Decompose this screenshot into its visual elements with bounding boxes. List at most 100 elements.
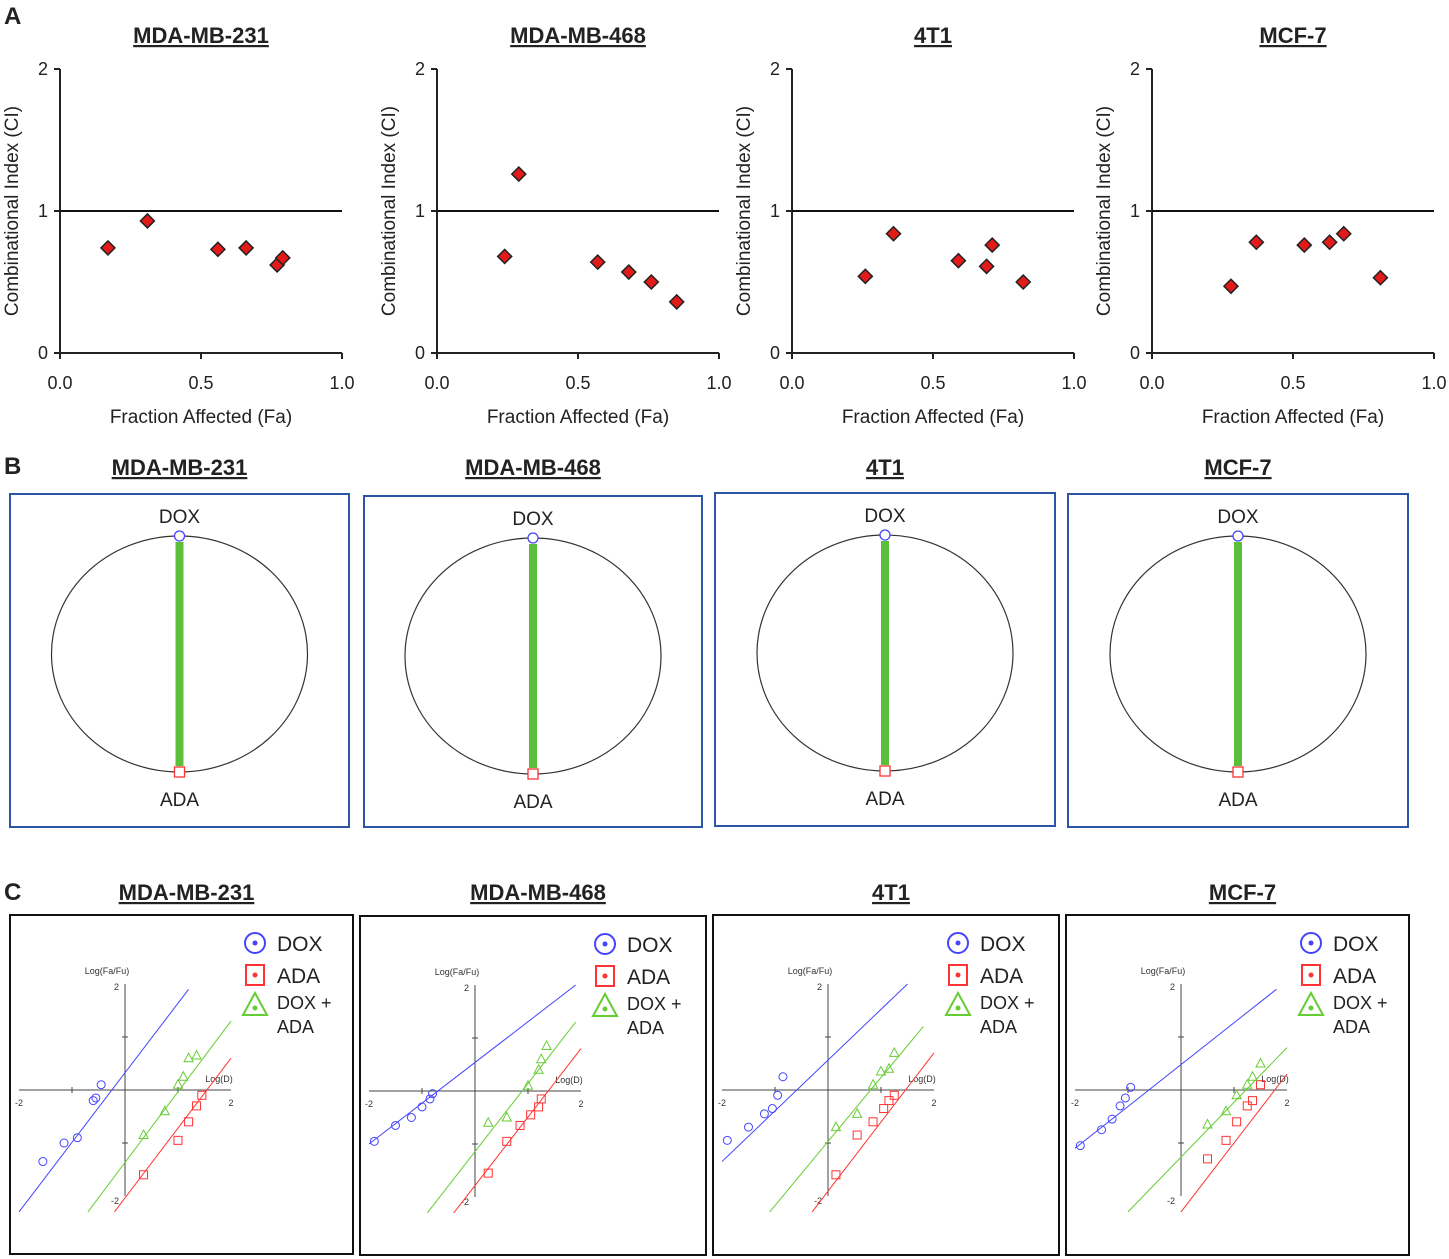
ci-chart-1: MDA-MB-231 0 1 2 0.0 0.5 1.0 Fraction Affected … bbox=[2, 23, 355, 428]
fit-line-2 bbox=[426, 1021, 577, 1214]
ci-point bbox=[857, 268, 874, 285]
combo-point bbox=[177, 1070, 189, 1081]
ada-point bbox=[852, 1130, 862, 1140]
ada-point bbox=[889, 1090, 899, 1100]
isobologram-frame bbox=[9, 493, 350, 828]
legend: DOX ADA DOX + ADA bbox=[591, 933, 682, 1038]
x-max-label: 2 bbox=[578, 1099, 583, 1109]
ci-point bbox=[620, 263, 637, 281]
combo-point bbox=[138, 1128, 149, 1140]
y-axis-label: Combinational Index (CI) bbox=[2, 106, 23, 316]
dox-marker bbox=[1232, 530, 1244, 542]
median-effect-frame bbox=[712, 914, 1060, 1256]
isobologram-title: 4T1 bbox=[866, 455, 904, 480]
median-effect-plot-area: Log(Fa/Fu) Log(D) -2 2 2 -2 bbox=[1071, 966, 1290, 1213]
fit-line-0 bbox=[368, 984, 577, 1145]
ada-point bbox=[1232, 1117, 1242, 1127]
legend-combo-label-2: ADA bbox=[980, 1017, 1017, 1037]
legend-combo-icon bbox=[944, 990, 972, 1016]
legend: DOX ADA DOX + ADA bbox=[241, 932, 332, 1037]
isobologram-title: MDA-MB-468 bbox=[465, 455, 601, 480]
combo-point bbox=[883, 1062, 895, 1073]
dox-point bbox=[1120, 1093, 1130, 1103]
x-max-label: 2 bbox=[1284, 1098, 1289, 1108]
y-tick-label: 0 bbox=[770, 343, 780, 363]
dox-point bbox=[59, 1138, 69, 1148]
y-axis-label: Combinational Index (CI) bbox=[734, 106, 755, 316]
y-tick-label: 1 bbox=[770, 201, 780, 221]
dox-label: DOX bbox=[159, 507, 201, 528]
synergy-bar bbox=[1234, 542, 1242, 766]
y-tick-label: 0 bbox=[1130, 343, 1140, 363]
legend: DOX ADA DOX + ADA bbox=[1297, 932, 1388, 1037]
ada-point bbox=[197, 1090, 207, 1100]
legend-combo-dot bbox=[602, 1006, 608, 1012]
ada-point bbox=[1242, 1101, 1252, 1111]
combo-point bbox=[172, 1078, 184, 1089]
ada-point bbox=[1248, 1096, 1258, 1106]
legend-dox-dot bbox=[602, 941, 608, 947]
combo-point bbox=[533, 1063, 544, 1074]
ci-point bbox=[950, 252, 967, 269]
dox-point bbox=[88, 1096, 98, 1106]
legend-ada-label: ADA bbox=[627, 966, 670, 989]
combo-point bbox=[1255, 1057, 1266, 1068]
y-axis-label: Log(Fa/Fu) bbox=[1141, 966, 1186, 976]
y-axis-label: Log(Fa/Fu) bbox=[435, 967, 480, 977]
ci-point bbox=[643, 273, 660, 291]
legend-dox-label: DOX bbox=[627, 934, 673, 957]
ada-point bbox=[879, 1104, 889, 1114]
legend-ada-label: ADA bbox=[980, 965, 1023, 988]
ada-point bbox=[515, 1120, 525, 1130]
legend-combo-label-1: DOX + bbox=[627, 994, 682, 1014]
combo-point bbox=[867, 1078, 879, 1089]
legend: DOX ADA DOX + ADA bbox=[944, 932, 1035, 1037]
ci-point bbox=[885, 225, 902, 242]
isobologram-4: MCF-7 DOX ADA bbox=[1067, 455, 1409, 828]
x-axis-label: Fraction Affected (Fa) bbox=[842, 407, 1024, 428]
fit-line-0 bbox=[721, 983, 908, 1162]
median-effect-title: MCF-7 bbox=[1209, 880, 1276, 905]
dox-point bbox=[72, 1133, 82, 1143]
ci-chart-3: 4T1 0 1 2 0.0 0.5 1.0 Fraction Affected (Fa) Com… bbox=[734, 23, 1087, 428]
dox-label: DOX bbox=[512, 509, 554, 530]
y-min-label: -2 bbox=[111, 1196, 119, 1206]
combo-point bbox=[541, 1039, 552, 1050]
legend-ada-dot bbox=[252, 972, 258, 978]
legend-dox-dot bbox=[1308, 940, 1314, 946]
ci-point bbox=[668, 293, 685, 310]
combo-point bbox=[535, 1053, 547, 1064]
x-tick-label: 0.0 bbox=[424, 373, 449, 393]
median-effect-plot-area: Log(Fa/Fu) Log(D) -2 2 2 -2 bbox=[718, 966, 937, 1213]
fit-line-1 bbox=[811, 1052, 935, 1213]
ada-marker bbox=[527, 768, 539, 780]
x-axis-label: Log(D) bbox=[555, 1075, 583, 1085]
y-tick-label: 1 bbox=[415, 201, 425, 221]
combo-point bbox=[888, 1046, 900, 1057]
ada-marker bbox=[1232, 766, 1244, 778]
y-tick-label: 2 bbox=[38, 59, 48, 79]
fit-line-2 bbox=[769, 1026, 924, 1213]
dox-point bbox=[759, 1109, 769, 1119]
legend-combo-label-1: DOX + bbox=[980, 993, 1035, 1013]
legend-dox-dot bbox=[252, 940, 258, 946]
combo-point bbox=[522, 1079, 534, 1090]
median-effect-plot-area: Log(Fa/Fu) Log(D) -2 2 2 -2 bbox=[365, 967, 584, 1214]
isobologram-1: MDA-MB-231 DOX ADA bbox=[9, 455, 350, 828]
legend-combo-dot bbox=[955, 1005, 961, 1011]
panel-a-ci-plots: MDA-MB-231 0 1 2 0.0 0.5 1.0 Fraction Affected … bbox=[2, 23, 1447, 428]
y-axis-label: Log(Fa/Fu) bbox=[788, 966, 833, 976]
y-axis-label: Log(Fa/Fu) bbox=[85, 966, 130, 976]
isobologram-frame bbox=[1067, 493, 1409, 828]
isobologram-frame bbox=[363, 495, 703, 828]
y-min-label: -2 bbox=[461, 1197, 469, 1207]
dox-point bbox=[767, 1104, 777, 1114]
legend-dox-label: DOX bbox=[980, 933, 1026, 956]
y-tick-label: 1 bbox=[38, 201, 48, 221]
x-tick-label: 1.0 bbox=[1421, 373, 1446, 393]
combo-point bbox=[1202, 1118, 1213, 1129]
ci-point bbox=[496, 248, 513, 265]
ci-chart-4: MCF-7 0 1 2 0.0 0.5 1.0 Fraction Affected (Fa) C… bbox=[1094, 23, 1447, 428]
